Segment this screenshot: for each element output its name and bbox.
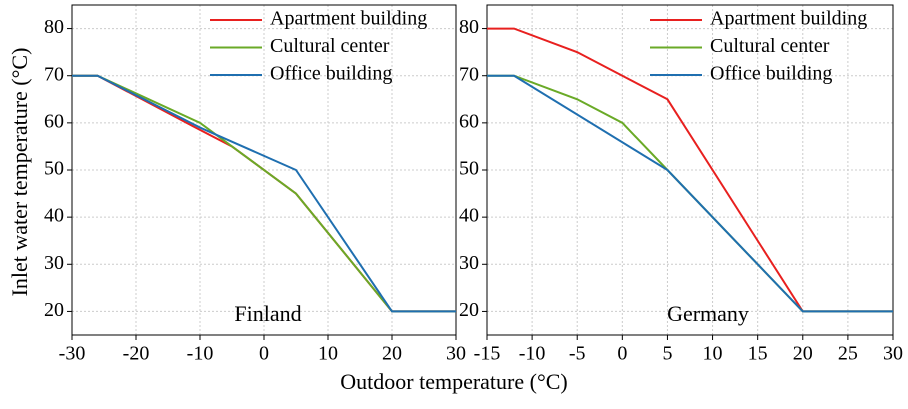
legend-label: Apartment building [270,8,427,30]
legend-label: Cultural center [710,35,830,57]
x-tick-label: -10 [519,343,546,365]
legend-label: Office building [270,63,392,85]
y-tick-label: 60 [44,110,64,132]
legend-label: Office building [710,63,832,85]
y-tick-label: 70 [459,63,479,85]
plot-frame [71,4,457,336]
x-tick-label: 25 [838,343,858,365]
series-line [487,74,893,313]
y-tick-label: 50 [459,158,479,180]
y-tick-label: 30 [44,252,64,274]
plot-frame [486,4,894,336]
x-tick-label: 15 [748,343,768,365]
x-tick-label: 30 [883,343,903,365]
y-tick-label: 20 [44,299,64,321]
annotation: Finland [234,301,301,326]
y-tick-label: 50 [44,158,64,180]
legend-label: Apartment building [710,8,867,30]
x-axis-label: Outdoor temperature (°C) [340,369,568,394]
x-tick-label: 30 [446,343,466,365]
y-tick-label: 80 [44,16,64,38]
x-tick-label: -20 [123,343,150,365]
x-tick-label: 10 [703,343,723,365]
x-tick-label: -15 [474,343,501,365]
x-tick-label: 20 [382,343,402,365]
y-tick-label: 60 [459,110,479,132]
x-tick-label: 0 [617,343,627,365]
x-tick-label: 5 [662,343,672,365]
x-tick-label: 0 [259,343,269,365]
legend-label: Cultural center [270,35,390,57]
annotation: Germany [667,301,749,326]
x-tick-label: 20 [793,343,813,365]
y-tick-label: 70 [44,63,64,85]
x-tick-label: -10 [187,343,214,365]
y-tick-label: 30 [459,252,479,274]
series-line [72,74,456,313]
y-tick-label: 80 [459,16,479,38]
y-tick-label: 40 [44,205,64,227]
x-tick-label: 10 [318,343,338,365]
y-tick-label: 40 [459,205,479,227]
x-tick-label: -5 [569,343,586,365]
y-axis-label: Inlet water temperature (°C) [7,48,32,297]
y-tick-label: 20 [459,299,479,321]
x-tick-label: -30 [59,343,86,365]
